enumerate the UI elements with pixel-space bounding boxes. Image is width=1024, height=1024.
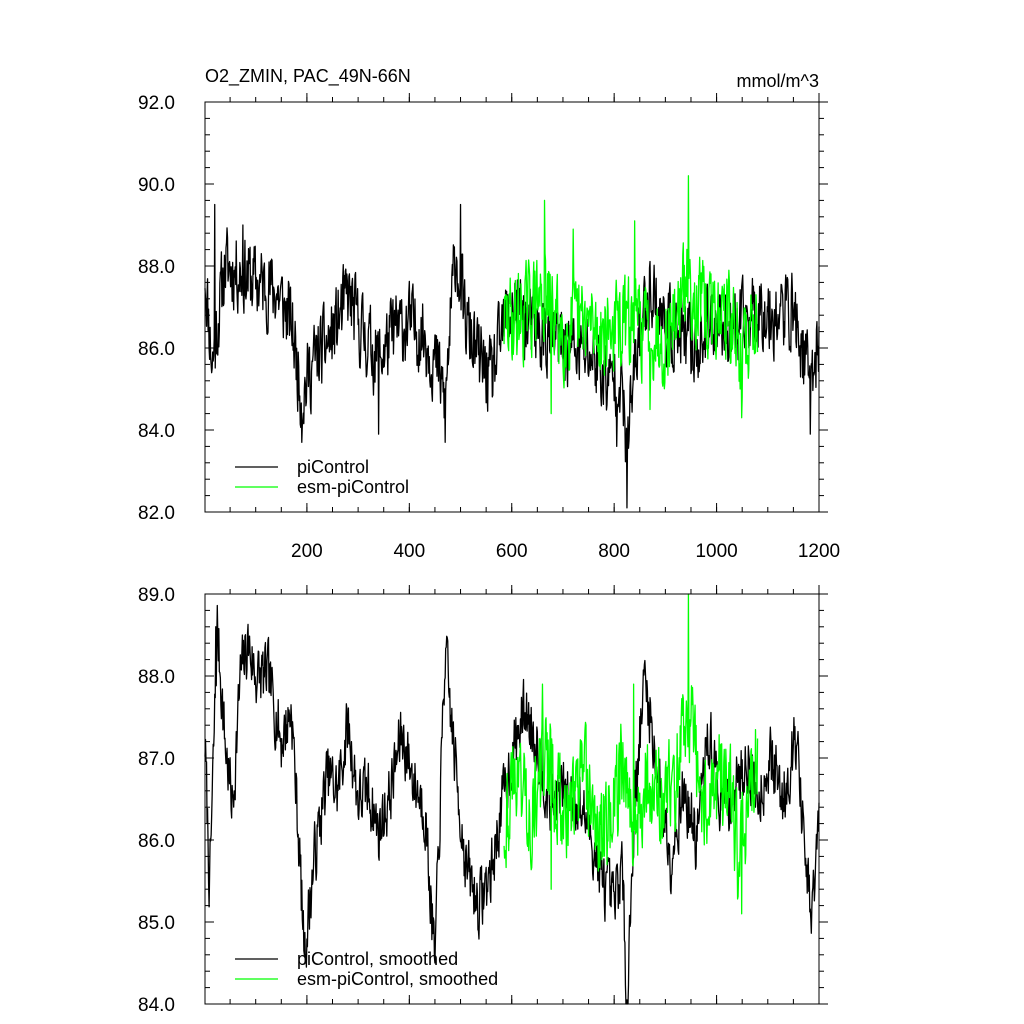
y-tick-label: 85.0 — [138, 913, 175, 934]
y-tick-label: 84.0 — [138, 421, 175, 442]
y-tick-label: 82.0 — [138, 503, 175, 524]
y-tick-label: 92.0 — [138, 93, 175, 114]
y-tick-label: 90.0 — [138, 175, 175, 196]
top-panel-units: mmol/m^3 — [737, 71, 819, 91]
legend-label: piControl, smoothed — [297, 949, 458, 969]
y-tick-label: 88.0 — [138, 257, 175, 278]
y-tick-label: 86.0 — [138, 831, 175, 852]
x-tick-label: 200 — [291, 541, 323, 562]
legend-label: piControl — [297, 457, 369, 477]
legend-label: esm-piControl, smoothed — [297, 969, 498, 989]
x-tick-label: 1000 — [695, 541, 737, 562]
y-tick-label: 84.0 — [138, 995, 175, 1016]
series-line-esm-picontrol-smoothed — [503, 593, 759, 915]
bottom-panel-ticks: 84.0 85.0 86.0 87.0 88.0 89.0 — [138, 585, 828, 1016]
top-panel-ticks: 82.0 84.0 86.0 88.0 90.0 92.0 200 400 600 800 1000… — [138, 93, 840, 562]
y-tick-label: 88.0 — [138, 667, 175, 688]
bottom-panel-series — [204, 593, 820, 1005]
top-panel-series — [204, 175, 820, 509]
x-tick-label: 400 — [393, 541, 425, 562]
y-tick-label: 87.0 — [138, 749, 175, 770]
y-tick-label: 89.0 — [138, 585, 175, 606]
top-panel-title: O2_ZMIN, PAC_49N-66N — [205, 66, 411, 87]
bottom-panel: 84.0 85.0 86.0 87.0 88.0 89.0 piControl, smoo… — [138, 585, 828, 1016]
top-panel: O2_ZMIN, PAC_49N-66N mmol/m^3 82.0 84.0 86… — [138, 66, 840, 562]
legend-label: esm-piControl — [297, 477, 409, 497]
x-tick-label: 600 — [496, 541, 528, 562]
series-line-esm-picontrol — [503, 175, 759, 419]
x-tick-label: 1200 — [798, 541, 840, 562]
y-tick-label: 86.0 — [138, 339, 175, 360]
x-tick-label: 800 — [598, 541, 630, 562]
